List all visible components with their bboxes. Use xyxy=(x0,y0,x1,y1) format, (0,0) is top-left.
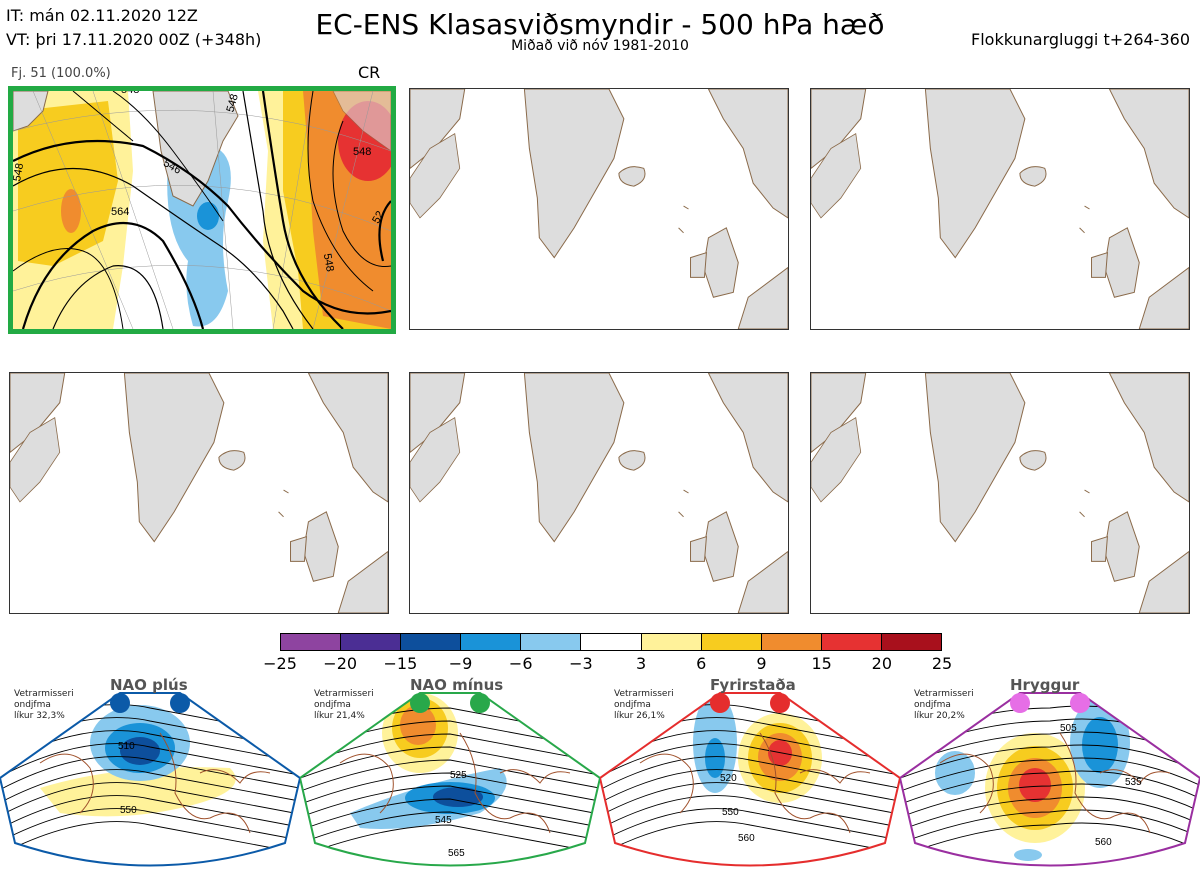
cluster-map-2[interactable] xyxy=(409,88,789,330)
colorbar-tick-label: 9 xyxy=(756,654,767,673)
regime-contour-label: 545 xyxy=(435,815,452,826)
cluster-map-1-chart: 548 548 564 546 548 548 548 52 xyxy=(13,91,391,329)
init-time: IT: mán 02.11.2020 12Z xyxy=(6,6,198,25)
regime-marker xyxy=(770,693,790,713)
colorbar-swatch xyxy=(401,634,462,650)
colorbar-tick-label: −6 xyxy=(508,654,533,673)
regime-contour-label: 510 xyxy=(118,741,135,752)
regime-contour-label: 565 xyxy=(448,848,465,859)
regime-info-line: Vetrarmisseri xyxy=(314,689,374,699)
regime-info-line: ondjfma xyxy=(914,700,951,710)
regime-marker xyxy=(1010,693,1030,713)
regime-panel-1[interactable]: 510 550 NAO plús Vetrarmisseri ondjfma líkur … xyxy=(0,673,302,873)
colorbar-tick-label: 6 xyxy=(696,654,707,673)
regime-contour-label: 560 xyxy=(1095,837,1112,848)
regime-marker xyxy=(710,693,730,713)
contour-label: 564 xyxy=(111,206,129,218)
regime-info-line: líkur 26,1% xyxy=(614,711,665,721)
colorbar-tick-label: −9 xyxy=(448,654,473,673)
cluster-map-1[interactable]: 548 548 564 546 548 548 548 52 xyxy=(8,86,396,334)
contour-label: 548 xyxy=(353,146,371,158)
regime-map: 510 550 xyxy=(0,692,302,867)
regime-contour-label: 525 xyxy=(450,770,467,781)
regime-contour-label: 550 xyxy=(722,807,739,818)
cluster-map-4-chart xyxy=(10,373,388,613)
cluster-map-5[interactable] xyxy=(409,372,789,614)
regime-info-line: líkur 20,2% xyxy=(914,711,965,721)
cluster-map-3-chart xyxy=(811,89,1189,329)
regime-code: CR xyxy=(358,63,381,82)
regime-info-line: líkur 32,3% xyxy=(14,711,65,721)
classification-window: Flokkunargluggi t+264-360 xyxy=(971,30,1190,49)
regime-info-line: ondjfma xyxy=(14,700,51,710)
page-title: EC-ENS Klasasviðsmyndir - 500 hPa hæð xyxy=(315,8,885,41)
cluster-map-2-chart xyxy=(410,89,788,329)
regime-info: Vetrarmisseri ondjfma líkur 21,4% xyxy=(314,689,374,722)
regime-map: 520 550 560 xyxy=(598,692,902,867)
regime-name: NAO plús xyxy=(110,676,188,694)
colorbar-swatch xyxy=(821,634,882,650)
colorbar-tick-label: 25 xyxy=(931,654,953,673)
regime-info-line: líkur 21,4% xyxy=(314,711,365,721)
valid-time: VT: þri 17.11.2020 00Z (+348h) xyxy=(6,30,262,49)
regime-panel-4[interactable]: 505 535 560 Hryggur Vetrarmisseri ondjfma líku… xyxy=(898,673,1200,873)
regime-contour-label: 535 xyxy=(1125,777,1142,788)
colorbar-tick-label: −20 xyxy=(323,654,358,673)
regime-marker xyxy=(470,693,490,713)
colorbar-swatch xyxy=(761,634,822,650)
regime-contour-label: 550 xyxy=(120,805,137,816)
regime-contour-label: 520 xyxy=(720,773,737,784)
contour-label: 52 xyxy=(370,209,387,226)
colorbar-tick-label: −15 xyxy=(383,654,418,673)
regime-info-line: ondjfma xyxy=(614,700,651,710)
regime-name: Fyrirstaða xyxy=(710,676,796,694)
colorbar-swatch xyxy=(521,634,582,650)
colorbar-swatch xyxy=(701,634,762,650)
cluster-map-3[interactable] xyxy=(810,88,1190,330)
colorbar-swatch xyxy=(281,634,342,650)
regime-info: Vetrarmisseri ondjfma líkur 32,3% xyxy=(14,689,74,722)
regime-info-line: Vetrarmisseri xyxy=(614,689,674,699)
regime-info-line: Vetrarmisseri xyxy=(14,689,74,699)
regime-info-line: ondjfma xyxy=(314,700,351,710)
colorbar-tick-label: 3 xyxy=(635,654,647,673)
cluster-map-6[interactable] xyxy=(810,372,1190,614)
regime-name: NAO mínus xyxy=(410,676,504,694)
colorbar-swatch xyxy=(641,634,702,650)
colorbar-swatch xyxy=(341,634,402,650)
regime-contour-label: 560 xyxy=(738,833,755,844)
cluster-map-6-chart xyxy=(811,373,1189,613)
page-subtitle: Miðað við nóv 1981-2010 xyxy=(511,38,689,54)
regime-marker xyxy=(410,693,430,713)
regime-map: 505 535 560 xyxy=(898,692,1200,867)
colorbar-swatch xyxy=(881,634,942,650)
colorbar-swatch xyxy=(461,634,522,650)
regime-panel-3[interactable]: 520 550 560 Fyrirstaða Vetrarmisseri ondjfma l… xyxy=(598,673,902,873)
regime-marker xyxy=(1070,693,1090,713)
colorbar-swatch xyxy=(581,634,642,650)
regime-info: Vetrarmisseri ondjfma líkur 20,2% xyxy=(914,689,974,722)
colorbar-ticks: −25 −20 −15 −9 −6 −3 3 6 9 15 20 25 xyxy=(263,654,952,674)
regime-map: 525 545 565 xyxy=(298,692,602,867)
regime-marker xyxy=(110,693,130,713)
regime-panel-2[interactable]: 525 545 565 NAO mínus Vetrarmisseri ondjfma lí… xyxy=(298,673,602,873)
cluster-map-4[interactable] xyxy=(9,372,389,614)
cluster-label: Fj. 51 (100.0%) xyxy=(11,66,111,81)
cluster-map-5-chart xyxy=(410,373,788,613)
contour-label: 548 xyxy=(321,253,336,273)
regime-info: Vetrarmisseri ondjfma líkur 26,1% xyxy=(614,689,674,722)
regime-name: Hryggur xyxy=(1010,676,1080,694)
contour-label: 548 xyxy=(224,93,240,114)
contour-label: 548 xyxy=(121,91,139,96)
colorbar-tick-label: −25 xyxy=(263,654,297,673)
colorbar-tick-label: 15 xyxy=(811,654,832,673)
contour-label: 548 xyxy=(13,162,26,182)
colorbar-tick-label: 20 xyxy=(871,654,892,673)
colorbar-tick-label: −3 xyxy=(569,654,593,673)
regime-contour-label: 505 xyxy=(1060,723,1077,734)
regime-marker xyxy=(170,693,190,713)
anomaly-colorbar xyxy=(280,633,942,651)
regime-info-line: Vetrarmisseri xyxy=(914,689,974,699)
